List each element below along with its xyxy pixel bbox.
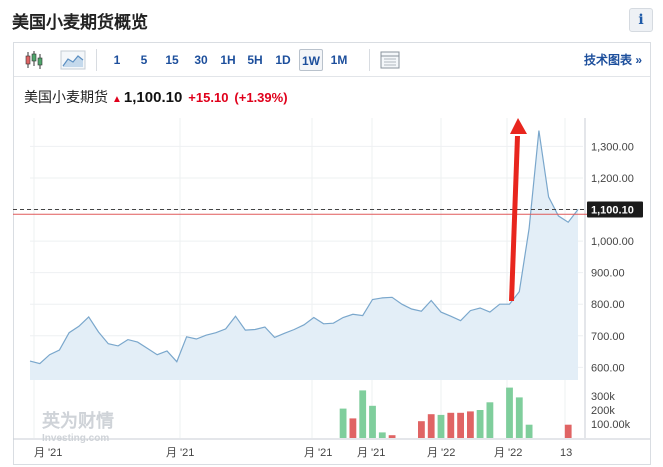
price-area-fill (30, 130, 578, 380)
annotation-arrow (509, 118, 527, 301)
current-price-tag (587, 201, 643, 218)
volume-bar (359, 390, 367, 438)
interval-1d-button[interactable]: 1D (275, 53, 291, 67)
page-header: 美国小麦期货概览 i (0, 0, 663, 40)
interval-1-button[interactable]: 1 (113, 53, 121, 67)
price-line (29, 130, 579, 365)
interval-1m-button[interactable]: 1M (330, 53, 348, 67)
volume-bar (457, 412, 464, 438)
volume-bar (378, 432, 386, 438)
volume-bar (467, 411, 474, 438)
toolbar-divider (369, 49, 370, 71)
volume-bar (339, 408, 347, 438)
y-tick-label: 1,000.00 (591, 236, 634, 248)
x-tick-label: 月 '22 (494, 447, 522, 459)
investing-watermark: 英为财情 Investing.com (41, 410, 114, 444)
page-title: 美国小麦期货概览 (12, 13, 148, 32)
volume-tick-label: 300k (591, 391, 615, 403)
instrument-name: 美国小麦期货 (24, 89, 108, 105)
volume-bar (515, 397, 523, 438)
up-arrow-icon: ▲ (112, 94, 122, 105)
volume-bar (476, 410, 484, 438)
volume-bar (427, 414, 435, 438)
price-area-series (29, 130, 579, 380)
volume-series (339, 387, 572, 438)
info-button[interactable]: i (629, 8, 653, 32)
x-axis-labels: 月 '21 月 '21 月 '21 月 '21 月 '22 月 '22 13 (34, 447, 572, 459)
y-tick-label: 800.00 (591, 299, 625, 311)
volume-bar (349, 418, 357, 438)
volume-bar (369, 405, 376, 438)
interval-1w-button[interactable]: 1W (299, 49, 323, 71)
x-tick-label: 13 (560, 447, 572, 459)
reference-lines (13, 209, 587, 215)
y-tick-label: 1,200.00 (591, 173, 634, 185)
volume-bar (564, 424, 572, 438)
interval-5-button[interactable]: 5 (140, 53, 148, 67)
x-tick-label: 月 '21 (166, 447, 194, 459)
chart-toolbar: 1 5 15 30 1H 5H 1D 1W 1M 技术图表 » (14, 43, 650, 77)
quote-line: 美国小麦期货 ▲ 1,100.10 +15.10 (+1.39%) (24, 87, 288, 107)
interval-30-button[interactable]: 30 (194, 53, 208, 67)
watermark-en: Investing.com (42, 433, 109, 444)
volume-bar (506, 387, 513, 438)
y-tick-label: 900.00 (591, 268, 625, 280)
y-axis-labels: 600.00700.00800.00900.001,000.001,100.00… (587, 141, 643, 374)
y-tick-label: 600.00 (591, 362, 625, 374)
volume-axis-labels: 100.00k 200k 300k (591, 391, 631, 431)
annotation-arrow-head (510, 118, 527, 134)
interval-1h-button[interactable]: 1H (220, 53, 236, 67)
x-tick-label: 月 '21 (304, 447, 332, 459)
table-view-icon[interactable] (378, 49, 402, 71)
technical-chart-link[interactable]: 技术图表 » (583, 53, 642, 67)
volume-bar (486, 402, 494, 438)
y-tick-label: 1,300.00 (591, 141, 634, 153)
area-chart-icon[interactable] (60, 49, 86, 71)
volume-tick-label: 100.00k (591, 419, 631, 431)
candlestick-chart-icon[interactable] (22, 49, 46, 71)
last-price: 1,100.10 (123, 89, 183, 106)
volume-bar (418, 421, 425, 438)
volume-bar (447, 412, 455, 438)
annotation-arrow-shaft (509, 136, 520, 301)
interval-15-button[interactable]: 15 (165, 53, 179, 67)
volume-bar (437, 414, 445, 438)
toolbar-divider (96, 49, 97, 71)
volume-tick-label: 200k (591, 405, 615, 417)
watermark-cn: 英为财情 (41, 410, 114, 431)
x-tick-label: 月 '21 (357, 447, 385, 459)
current-price-label: 1,100.10 (591, 205, 634, 217)
volume-bar (525, 424, 533, 438)
x-tick-label: 月 '22 (427, 447, 455, 459)
price-change: +15.10 (188, 90, 229, 105)
volume-bar (388, 435, 396, 438)
interval-5h-button[interactable]: 5H (247, 53, 263, 67)
y-tick-label: 700.00 (591, 331, 625, 343)
price-change-percent: (+1.39%) (234, 90, 288, 105)
x-tick-label: 月 '21 (34, 447, 62, 459)
